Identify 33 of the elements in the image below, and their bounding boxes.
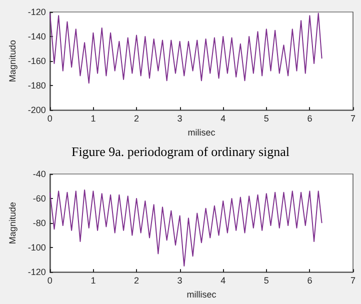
y-tick-label: -60: [32, 194, 46, 204]
y-tick-label: -200: [28, 105, 46, 116]
y-axis-title: Magnitude: [8, 202, 18, 244]
x-tick-label: 1: [90, 114, 96, 124]
y-tick-label: -160: [28, 56, 46, 66]
x-axis-title: millisec: [186, 290, 217, 300]
caption: Figure 9a. periodogram of ordinary signal: [70, 143, 291, 161]
x-tick-label: 3: [177, 114, 182, 124]
y-tick-label: -100: [28, 242, 46, 253]
y-tick-label: -180: [28, 80, 46, 91]
line-series: [49, 189, 322, 266]
y-tick-label: -140: [28, 32, 46, 42]
x-tick-label: 6: [307, 114, 312, 124]
x-tick-label: 5: [264, 276, 269, 286]
x-tick-label: 6: [307, 276, 312, 286]
x-tick-label: 7: [350, 114, 356, 124]
x-tick-label: 3: [177, 276, 182, 286]
x-axis-title: milisec: [188, 128, 216, 138]
x-tick-label: 2: [134, 276, 140, 286]
x-tick-label: 4: [220, 114, 226, 124]
y-tick-label: -120: [28, 7, 46, 17]
y-tick-label: -40: [32, 169, 46, 179]
x-tick-label: 5: [264, 114, 269, 124]
x-tick-label: 0: [47, 114, 52, 124]
x-tick-label: 2: [134, 114, 140, 124]
x-tick-label: 1: [90, 276, 96, 286]
x-tick-label: 7: [350, 276, 356, 286]
y-axis-title: Magnitudo: [8, 40, 18, 82]
line-series: [49, 12, 322, 84]
x-tick-label: 0: [47, 276, 52, 286]
y-tick-label: -80: [32, 218, 46, 228]
y-tick-label: -120: [28, 267, 46, 278]
x-tick-label: 4: [220, 276, 226, 286]
